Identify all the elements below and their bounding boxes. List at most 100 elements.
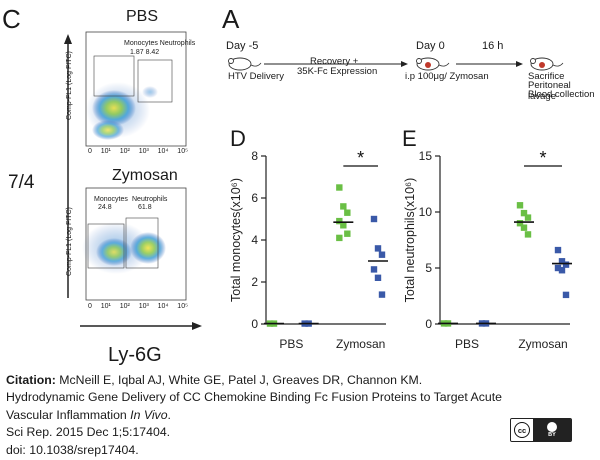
y-tick-label: 6 — [251, 191, 258, 205]
significance-star: * — [539, 148, 546, 168]
y-tick-label: 15 — [419, 149, 433, 163]
timeline-htv: HTV Delivery — [228, 71, 284, 82]
tick-label: 10⁵ — [177, 148, 188, 155]
y-tick-label: 2 — [251, 275, 258, 289]
zymosan-y-channel-label: Comp-FL1 (Log FITC) — [66, 207, 73, 276]
x-category-label: PBS — [279, 337, 303, 351]
citation-label: Citation: — [6, 373, 56, 387]
citation-title-end: . — [167, 407, 171, 422]
data-point — [344, 209, 351, 216]
citation-journal: Sci Rep. 2015 Dec 1;5:17404. — [6, 425, 171, 440]
data-point — [336, 234, 343, 242]
data-point — [336, 184, 343, 191]
flow-x-arrowhead — [192, 322, 202, 330]
x-category-label: PBS — [455, 337, 479, 351]
zymosan-gate-neutrophils-value: 61.8 — [138, 204, 152, 211]
tick-label: 10² — [119, 303, 130, 310]
x-category-label: Zymosan — [336, 337, 385, 351]
y-tick-label: 0 — [251, 317, 258, 331]
data-point — [562, 291, 570, 299]
by-icon: BY — [533, 419, 571, 441]
timeline-lavage: Peritoneal lavage — [528, 80, 571, 102]
citation-title-italic: In Vivo — [130, 407, 168, 422]
timeline-recovery: Recovery + — [310, 56, 359, 67]
timeline-diagram — [228, 57, 564, 71]
panel-label-a: A — [222, 4, 240, 34]
tick-label: 10³ — [138, 148, 149, 155]
data-point — [336, 217, 343, 225]
timeline-hours: 16 h — [482, 40, 504, 52]
zymosan-x-ticks: 0 10¹ 10² 10³ 10⁴ 10⁵ — [88, 303, 188, 311]
flow-y-marker-label: 7/4 — [8, 172, 35, 193]
data-point — [562, 261, 570, 268]
zymosan-gate-monocytes-label: Monocytes — [94, 196, 128, 203]
data-point — [554, 264, 562, 272]
timeline-ip: i.p 100μg/ Zymosan — [405, 71, 489, 82]
chart-total-neutrophils: 0 5 10 15 PBS Zymosan Total neutrophils(x10⁶) * — [403, 148, 572, 351]
citation-doi: doi: 10.1038/srep17404. — [6, 442, 139, 457]
flow-y-arrowhead — [64, 34, 72, 44]
mouse-icon — [228, 57, 262, 71]
citation-block: Citation: McNeill E, Iqbal AJ, White GE,… — [6, 372, 596, 459]
data-point — [520, 209, 528, 217]
panel-label-c: C — [2, 4, 21, 34]
timeline-blood: Blood collection — [528, 89, 595, 100]
data-point — [516, 220, 524, 227]
data-point — [516, 202, 524, 209]
flow-title-pbs: PBS — [126, 8, 159, 25]
timeline-day-minus5: Day -5 — [226, 40, 259, 52]
mouse-icon — [416, 57, 450, 71]
tick-label: 10⁴ — [157, 148, 169, 155]
data-point — [524, 231, 532, 238]
flow-cytometry-plots — [64, 31, 202, 330]
cc-by-license-badge[interactable]: cc BY — [510, 418, 572, 442]
panel-label-d: D — [230, 126, 246, 151]
panel-label-e: E — [402, 126, 417, 151]
y-tick-label: 10 — [419, 205, 433, 219]
y-tick-label: 0 — [425, 317, 432, 331]
data-point — [378, 251, 386, 258]
timeline-day0: Day 0 — [416, 40, 445, 52]
flow-x-axis-label: Ly-6G — [108, 344, 162, 366]
data-point — [558, 267, 566, 274]
zymosan-gate-monocytes-value: 24.8 — [98, 204, 112, 211]
data-point — [558, 258, 566, 265]
flow-title-zymosan: Zymosan — [112, 167, 178, 184]
tick-label: 10⁵ — [177, 303, 188, 310]
y-tick-label: 5 — [425, 261, 432, 275]
timeline-expression: 35K-Fc Expression — [297, 66, 378, 77]
y-axis-label: Total neutrophils(x10⁶) — [403, 178, 417, 303]
data-point — [340, 203, 347, 210]
citation-authors: McNeill E, Iqbal AJ, White GE, Patel J, … — [55, 373, 423, 387]
significance-star: * — [357, 148, 364, 168]
citation-title-line-2: Vascular Inflammation — [6, 407, 131, 422]
data-point — [554, 246, 562, 254]
pbs-gate-values: 1.87 8.42 — [130, 49, 160, 56]
tick-label: 0 — [88, 303, 92, 310]
mouse-icon — [530, 57, 564, 71]
data-point — [520, 224, 528, 231]
y-tick-label: 8 — [251, 149, 258, 163]
timeline-sacrifice: Sacrifice — [528, 71, 565, 82]
flow-plot-zymosan — [82, 187, 187, 301]
pbs-x-ticks: 0 10¹ 10² 10³ 10⁴ 10⁵ — [88, 148, 188, 156]
flow-plot-pbs — [85, 31, 187, 147]
data-point — [370, 266, 378, 273]
tick-label: 10³ — [138, 303, 149, 310]
cc-icon: cc — [511, 419, 533, 441]
tick-label: 10⁴ — [157, 303, 169, 310]
data-point — [344, 230, 351, 237]
tick-label: 0 — [88, 148, 92, 155]
tick-label: 10¹ — [100, 148, 111, 155]
data-point — [524, 214, 532, 221]
zymosan-gate-neutrophils-label: Neutrophils — [132, 196, 168, 203]
chart-total-monocytes: 0 2 4 6 8 PBS Zymosan Total monocytes(x10⁶) * — [229, 148, 388, 351]
data-point — [378, 291, 386, 298]
data-point — [370, 215, 378, 223]
data-point — [340, 222, 347, 229]
data-point — [374, 245, 382, 252]
tick-label: 10² — [119, 148, 130, 155]
pbs-y-channel-label: Comp-FL1 (Log FITC) — [66, 51, 73, 120]
y-tick-label: 4 — [251, 233, 258, 247]
x-category-label: Zymosan — [518, 337, 567, 351]
